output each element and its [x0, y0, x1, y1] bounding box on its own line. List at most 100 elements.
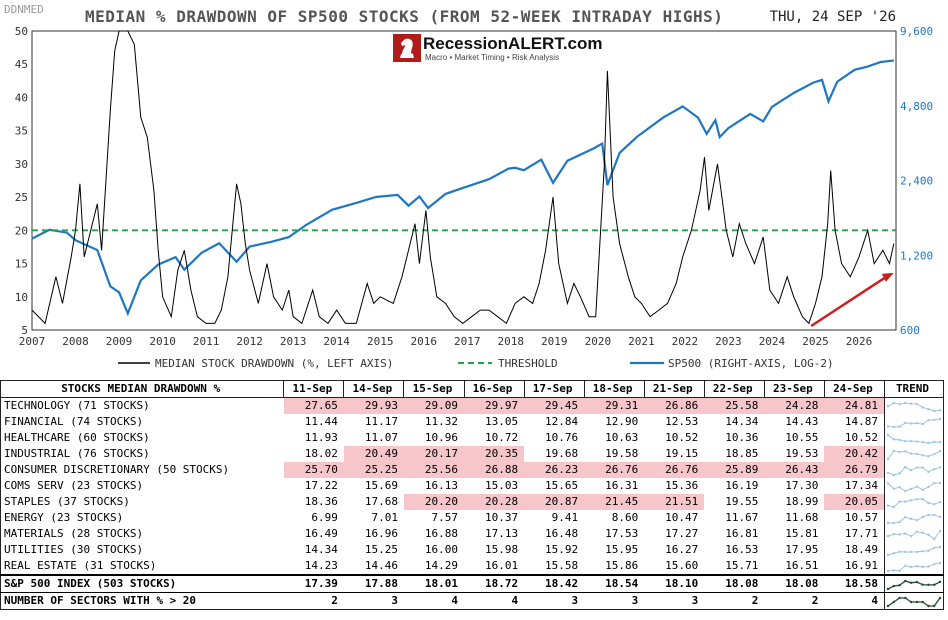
drawdown-value: 15.03	[484, 479, 519, 492]
legend-sp500-label: SP500 (RIGHT-AXIS, LOG-2)	[668, 357, 834, 370]
drawdown-value: 4	[403, 592, 465, 610]
drawdown-value: 20.87	[524, 494, 585, 510]
trend-sparkline	[884, 462, 944, 478]
date-header: 22-Sep	[703, 380, 765, 398]
drawdown-value: 17.68	[364, 495, 398, 508]
left-axis-tick-label: 30	[15, 158, 28, 171]
drawdown-value: 3	[343, 592, 404, 610]
drawdown-value: 14.34	[725, 415, 759, 428]
drawdown-value: 10.76	[545, 431, 579, 444]
x-axis-tick-label: 2008	[62, 335, 89, 348]
knight-chess-icon	[393, 34, 421, 62]
drawdown-value: 8.60	[611, 511, 639, 524]
drawdown-value: 17.30	[785, 479, 819, 492]
table-row: HEALTHCARE (60 STOCKS) 11.93 11.07 10.96 10.…	[1, 430, 944, 446]
drawdown-value: 29.97	[464, 397, 525, 414]
trend-sparkline	[884, 526, 944, 542]
x-axis-tick-label: 2021	[628, 335, 655, 348]
drawdown-value: 11.93	[304, 431, 338, 444]
x-axis-tick-label: 2009	[106, 335, 133, 348]
chart-title: MEDIAN % DRAWDOWN OF SP500 STOCKS (FROM …	[85, 7, 724, 26]
table-row: CONSUMER DISCRETIONARY (50 STOCKS) 25.70 2…	[1, 462, 944, 478]
sector-name: FINANCIAL (74 STOCKS)	[4, 415, 144, 428]
x-axis-tick-label: 2018	[498, 335, 525, 348]
trend-sparkline	[884, 494, 944, 510]
drawdown-value: 18.08	[764, 574, 825, 593]
drawdown-value: 16.31	[605, 479, 639, 492]
x-axis-tick-label: 2020	[585, 335, 612, 348]
drawdown-value: 19.15	[665, 447, 699, 460]
drawdown-value: 17.13	[484, 527, 519, 540]
drawdown-value: 26.76	[644, 462, 705, 478]
trend-arrow-head	[881, 272, 894, 282]
trend-sparkline	[884, 397, 944, 414]
drawdown-value: 15.65	[545, 479, 579, 492]
x-axis-tick-label: 2022	[672, 335, 699, 348]
drawdown-value: 25.25	[343, 462, 404, 478]
drawdown-value: 16.53	[725, 543, 759, 556]
drawdown-value: 4	[824, 592, 885, 610]
drawdown-value: 20.49	[343, 446, 404, 462]
trend-sparkline	[884, 542, 944, 558]
drawdown-value: 14.46	[364, 559, 398, 572]
drawdown-value: 4	[464, 592, 525, 610]
drawdown-value: 15.86	[605, 559, 639, 572]
left-axis-tick-label: 20	[15, 224, 28, 237]
drawdown-value: 20.17	[403, 446, 465, 462]
table-row: ENERGY (23 STOCKS) 6.99 7.01 7.57 10.37 9.41 8…	[1, 510, 944, 526]
drawdown-value: 26.76	[584, 462, 645, 478]
trend-sparkline	[884, 446, 944, 462]
x-axis-tick-label: 2017	[454, 335, 481, 348]
drawdown-value: 18.49	[844, 543, 878, 556]
drawdown-value: 11.67	[725, 511, 759, 524]
x-axis-tick-label: 2012	[236, 335, 263, 348]
right-axis-tick-label: 4,800	[900, 100, 933, 113]
table-row: STAPLES (37 STOCKS) 18.36 17.68 20.20 20.28 2…	[1, 494, 944, 510]
left-axis-tick-label: 10	[15, 291, 28, 304]
sector-name: MATERIALS (28 STOCKS)	[4, 527, 144, 540]
drawdown-value: 10.72	[484, 431, 519, 444]
drawdown-line	[31, 30, 895, 325]
drawdown-value: 14.87	[844, 415, 878, 428]
drawdown-value: 11.68	[785, 511, 819, 524]
date-header: 23-Sep	[763, 380, 825, 398]
drawdown-value: 6.99	[311, 511, 338, 524]
drawdown-value: 18.58	[824, 574, 885, 593]
sector-name: TECHNOLOGY (71 STOCKS)	[4, 399, 150, 412]
sector-name: S&P 500 INDEX (503 STOCKS)	[0, 574, 284, 593]
drawdown-value: 9.41	[551, 511, 579, 524]
drawdown-value: 19.68	[545, 447, 579, 460]
drawdown-table: STOCKS MEDIAN DRAWDOWN % 11-Sep 14-Sep 1…	[0, 380, 944, 610]
drawdown-value: 17.22	[304, 479, 338, 492]
drawdown-value: 25.89	[704, 462, 765, 478]
date-header: 11-Sep	[283, 380, 345, 398]
drawdown-value: 10.52	[844, 431, 878, 444]
trend-sparkline	[884, 510, 944, 526]
drawdown-value: 14.23	[304, 559, 338, 572]
drawdown-value: 19.58	[605, 447, 639, 460]
drawdown-value: 10.47	[665, 511, 699, 524]
drawdown-value: 26.23	[524, 462, 585, 478]
drawdown-value: 16.91	[844, 559, 878, 572]
drawdown-value: 3	[524, 592, 585, 610]
drawdown-value: 11.17	[364, 415, 398, 428]
drawdown-value: 14.43	[785, 415, 819, 428]
trend-sparkline	[884, 592, 944, 610]
legend-drawdown-label: MEDIAN STOCK DRAWDOWN (%, LEFT AXIS)	[155, 357, 393, 370]
drawdown-value: 18.02	[304, 447, 338, 460]
drawdown-value: 15.71	[725, 559, 759, 572]
drawdown-value: 18.01	[403, 574, 465, 593]
drawdown-value: 16.27	[665, 543, 699, 556]
drawdown-value: 26.79	[824, 462, 885, 478]
table-row: COMS SERV (23 STOCKS) 17.22 15.69 16.13 15.0…	[1, 478, 944, 494]
drawdown-value: 10.96	[424, 431, 459, 444]
drawdown-value: 29.45	[524, 397, 585, 414]
chart-date: THU, 24 SEP '26	[769, 9, 896, 25]
drawdown-value: 15.60	[665, 559, 699, 572]
drawdown-value: 24.28	[764, 397, 825, 414]
drawdown-value: 20.05	[824, 494, 885, 510]
right-axis-tick-label: 1,200	[900, 249, 933, 262]
drawdown-value: 11.07	[364, 431, 398, 444]
table-row: REAL ESTATE (31 STOCKS) 14.23 14.46 14.29 16…	[1, 558, 944, 575]
drawdown-value: 12.53	[665, 415, 699, 428]
